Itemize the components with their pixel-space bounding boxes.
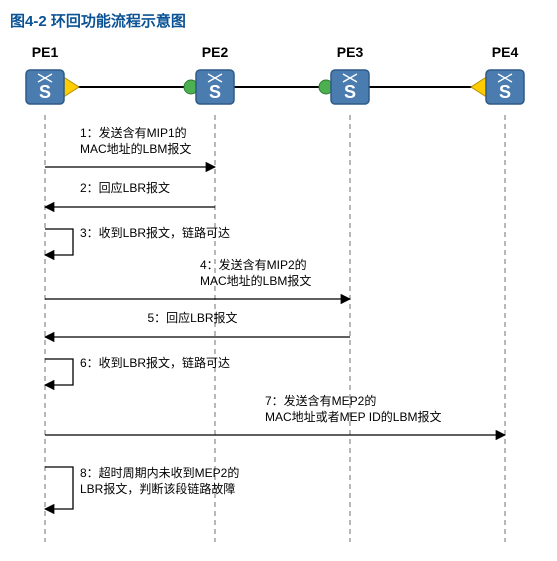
svg-text:S: S [39, 82, 51, 102]
message-label-step-1-line-0: 1：发送含有MIP1的 [80, 125, 187, 140]
message-label-step-2-line-0: 2：回应LBR报文 [80, 180, 170, 195]
message-label-step-5-line-0: 5：回应LBR报文 [148, 310, 238, 325]
message-label-step-7-line-1: MAC地址或者MEP ID的LBM报文 [265, 409, 441, 424]
node-header-PE3: PE3 [337, 44, 364, 60]
sequence-diagram: PE1PE2PE3PE4SSSS1：发送含有MIP1的MAC地址的LBM报文2：… [10, 37, 540, 547]
message-label-step-8-line-0: 8：超时周期内未收到MEP2的 [80, 465, 239, 480]
node-PE1: S [26, 70, 64, 104]
svg-text:S: S [209, 82, 221, 102]
message-label-step-4-line-0: 4：发送含有MIP2的 [200, 257, 307, 272]
self-message-step-3 [45, 229, 73, 255]
message-label-step-8-line-1: LBR报文，判断该段链路故障 [80, 481, 235, 496]
self-message-step-6 [45, 359, 73, 385]
node-PE4: S [486, 70, 524, 104]
message-label-step-4-line-1: MAC地址的LBM报文 [200, 273, 311, 288]
svg-text:S: S [499, 82, 511, 102]
message-label-step-3-line-0: 3：收到LBR报文，链路可达 [80, 225, 230, 240]
figure-title: 图4-2 环回功能流程示意图 [10, 10, 557, 31]
svg-text:S: S [344, 82, 356, 102]
message-label-step-6-line-0: 6：收到LBR报文，链路可达 [80, 355, 230, 370]
message-label-step-1-line-1: MAC地址的LBM报文 [80, 141, 191, 156]
message-label-step-7-line-0: 7：发送含有MEP2的 [265, 393, 376, 408]
node-header-PE2: PE2 [202, 44, 229, 60]
self-message-step-8 [45, 467, 73, 509]
node-header-PE4: PE4 [492, 44, 519, 60]
node-PE2: S [196, 70, 234, 104]
node-header-PE1: PE1 [32, 44, 59, 60]
node-PE3: S [331, 70, 369, 104]
